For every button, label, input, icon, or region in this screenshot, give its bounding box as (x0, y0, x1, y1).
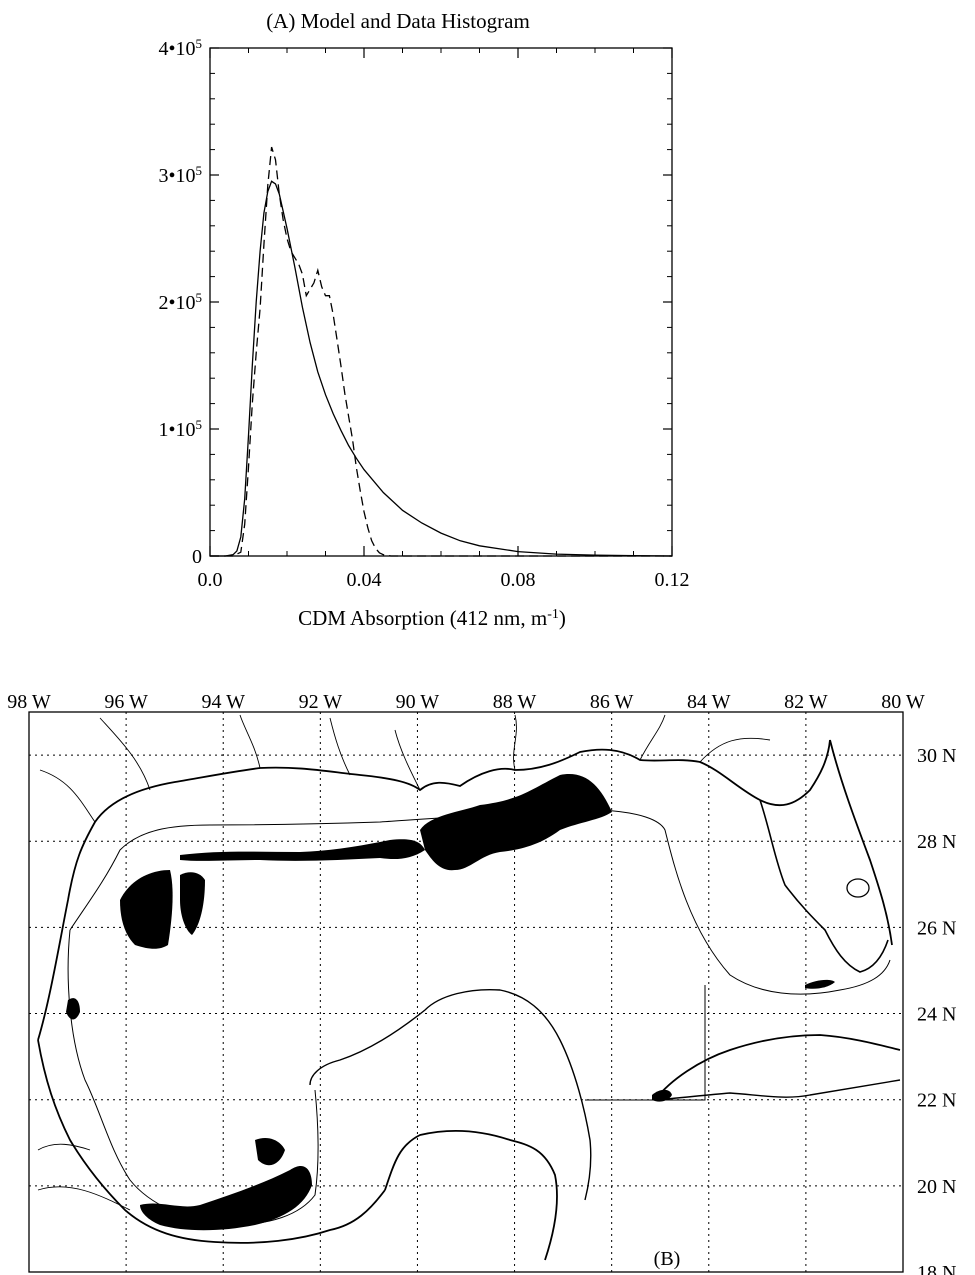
cdm-patch-mississippi-plume (420, 774, 612, 871)
x-axis-label-exponent: -1 (547, 607, 559, 622)
lake-okeechobee (846, 878, 870, 898)
cdm-patch-cuba-edge (652, 1089, 672, 1102)
model-domain-east-boundary (585, 985, 706, 1101)
florida-west-coastline (759, 799, 889, 973)
histogram-series (210, 146, 673, 557)
northern-gulf-coastline (37, 739, 831, 1041)
cdm-patch-campeche-2 (255, 1138, 285, 1166)
histogram-panel: (A) Model and Data Histogram 0 1•105 2•105… (158, 9, 689, 630)
river (699, 737, 771, 763)
y-tick-label: 4•105 (158, 36, 202, 61)
map-panel: (B) 98 W 96 W 94 W 92 W 90 W 88 W 86 W 84 W 82 W… (7, 691, 956, 1275)
y-axis-ticks: 0 1•105 2•105 3•105 4•105 (158, 36, 672, 568)
y-tick-label: 3•105 (158, 163, 202, 188)
longitude-label: 94 W (201, 691, 245, 713)
latitude-label: 22 N (917, 1090, 956, 1112)
cuba-south-coastline (654, 1079, 901, 1101)
map-content: (B) (29, 712, 903, 1272)
cdm-patch-campeche (140, 1165, 312, 1231)
cuba-coastline (654, 1034, 901, 1101)
latitude-label: 18 N (917, 1262, 956, 1275)
histogram-title: (A) Model and Data Histogram (266, 9, 530, 33)
latitude-label: 24 N (917, 1004, 956, 1026)
longitude-label: 88 W (493, 691, 537, 713)
river (329, 717, 351, 776)
map-frame (28, 711, 904, 1273)
x-axis-label-close: ) (559, 606, 566, 630)
river (639, 714, 666, 761)
river (37, 1143, 91, 1151)
longitude-label: 80 W (881, 691, 925, 713)
cdm-patch-texas-shelf-2 (180, 872, 205, 935)
lat-lon-grid (29, 712, 903, 1272)
x-tick-label: 0.04 (347, 569, 382, 591)
longitude-label: 96 W (104, 691, 148, 713)
cdm-patch-west-gulf (66, 998, 80, 1020)
model-histogram-line (210, 180, 673, 557)
shelf-boundary-west (67, 929, 319, 1226)
latitude-label: 20 N (917, 1176, 956, 1198)
cdm-patch-florida-keys (805, 979, 835, 989)
longitude-label: 86 W (590, 691, 634, 713)
x-axis-ticks: 0.0 0.04 0.08 0.12 (198, 48, 690, 591)
river (39, 769, 96, 823)
longitude-label: 98 W (7, 691, 51, 713)
latitude-labels: 30 N 28 N 26 N 24 N 22 N 20 N 18 N (917, 745, 956, 1275)
coastlines (37, 714, 901, 1261)
cdm-patch-texas-shelf (120, 870, 173, 949)
histogram-plot-frame (209, 47, 673, 557)
longitude-label: 84 W (687, 691, 731, 713)
y-tick-label: 1•105 (158, 417, 202, 442)
high-cdm-patches (66, 774, 835, 1231)
latitude-label: 30 N (917, 745, 956, 767)
y-tick-label: 2•105 (158, 290, 202, 315)
longitude-labels: 98 W 96 W 94 W 92 W 90 W 88 W 86 W 84 W 82 W 80 W (7, 691, 925, 713)
latitude-label: 26 N (917, 917, 956, 939)
latitude-label: 28 N (917, 831, 956, 853)
x-axis-label: CDM Absorption (412 nm, m-1) (298, 606, 566, 630)
x-tick-label: 0.12 (655, 569, 690, 591)
x-tick-label: 0.08 (501, 569, 536, 591)
mexico-west-coastline (37, 1039, 386, 1244)
yucatan-coastline (384, 1129, 558, 1261)
longitude-label: 90 W (396, 691, 440, 713)
x-axis-label-main: CDM Absorption (412 nm, m (298, 606, 547, 630)
longitude-label: 82 W (784, 691, 828, 713)
river (37, 1186, 131, 1211)
florida-east-coastline (829, 739, 893, 946)
x-tick-label: 0.0 (198, 569, 223, 591)
panel-b-label: (B) (654, 1248, 681, 1270)
data-histogram-line (210, 146, 672, 557)
y-tick-label: 0 (192, 546, 202, 568)
longitude-label: 92 W (299, 691, 343, 713)
river (99, 717, 151, 791)
river (239, 714, 261, 769)
cdm-patch-north-shelf (180, 839, 425, 861)
yucatan-east-coastline (309, 988, 592, 1201)
